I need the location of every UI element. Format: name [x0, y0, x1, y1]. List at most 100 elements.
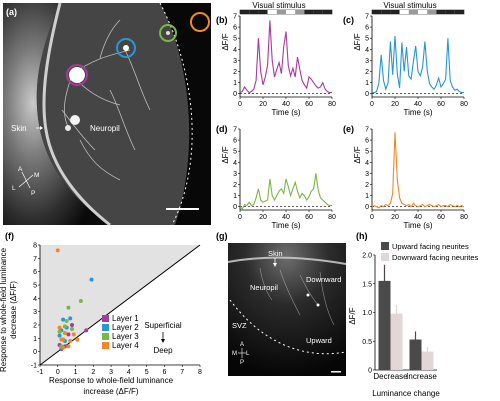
- stimulus-bar-segment: [408, 10, 418, 14]
- x-tick-label: 1: [74, 369, 78, 376]
- stimulus-bar-segment: [390, 10, 400, 14]
- trace-line: [239, 173, 332, 210]
- legend-label: Upward facing neurites: [392, 242, 469, 251]
- stimulus-bar-segment: [427, 10, 437, 14]
- roi-circle-layer-3: [159, 24, 177, 42]
- stimulus-bar-segment: [381, 10, 391, 14]
- stimulus-bar-segment: [295, 10, 305, 14]
- y-tick-label: 3: [233, 171, 237, 178]
- y-tick-label: 2: [233, 182, 237, 189]
- skin-arrow-head: [273, 263, 277, 267]
- panel-e-label: (e): [343, 124, 354, 134]
- skin-bright-edge: [227, 256, 347, 265]
- y-tick-label: 1.5: [362, 281, 372, 288]
- y-tick-label: 1: [365, 80, 369, 87]
- scatter-point: [61, 345, 66, 350]
- legend-swatch: [102, 315, 109, 322]
- y-tick-label: 5: [33, 283, 37, 290]
- x-axis-label: Luminance change: [372, 389, 440, 398]
- y-tick-label: 6: [365, 25, 369, 32]
- compass-m: M: [232, 351, 237, 357]
- x-tick-label: 40: [282, 214, 290, 221]
- svz-label: SVZ: [232, 321, 247, 330]
- x-tick-label: 40: [282, 101, 290, 108]
- x-axis-label-line-1: Response to whole-field luminance: [49, 376, 174, 385]
- x-tick-label: 4: [127, 369, 131, 376]
- y-axis-label: ΔF/F: [353, 146, 362, 163]
- trace-line: [372, 35, 464, 94]
- panel-h-label: (h): [356, 231, 368, 241]
- scatter-point: [57, 325, 62, 330]
- x-tick-label: 20: [391, 101, 399, 108]
- roi-circle-layer-4: [190, 12, 210, 32]
- y-tick-label: 1: [365, 193, 369, 200]
- y-tick-label: -1: [31, 363, 37, 370]
- scatter-point: [68, 316, 73, 321]
- neuropil-label: Neuropil: [250, 283, 278, 292]
- y-tick-label: 5: [365, 149, 369, 156]
- stimulus-bar-segment: [276, 10, 286, 14]
- x-tick-label: 60: [305, 214, 313, 221]
- x-tick-label: 80: [460, 214, 468, 221]
- y-tick-label: 1: [233, 80, 237, 87]
- y-axis-label: ΔF/F: [221, 33, 230, 50]
- y-tick-label: 3: [33, 309, 37, 316]
- panel-g: (g) Skin Downward Neuropil SVZ Upward A …: [216, 231, 347, 376]
- legend-label: Layer 1: [112, 314, 139, 323]
- y-tick-label: 7: [233, 14, 237, 21]
- x-tick-label: 0: [238, 214, 242, 221]
- skin-label: Skin: [268, 249, 283, 258]
- x-tick-label: Decrease: [373, 372, 408, 381]
- x-tick-label: 0: [238, 101, 242, 108]
- stimulus-bar-segment: [454, 10, 464, 14]
- y-axis-label-line-1: Response to whole-field luminance: [0, 247, 8, 372]
- x-axis-label: Time (s): [271, 221, 300, 230]
- upward-label: Upward: [306, 336, 332, 345]
- compass-a: A: [240, 342, 244, 348]
- y-axis-label: ΔF/F: [353, 33, 362, 50]
- y-tick-label: 5: [365, 36, 369, 43]
- panel-d: (d) ΔF/F 0 1 2 3 4 5 6 7 0 20 40 60 80 Time (s): [216, 124, 336, 230]
- stimulus-bar-segment: [322, 10, 332, 14]
- stimulus-bar-segment: [249, 10, 259, 14]
- x-tick-label: 40: [414, 101, 422, 108]
- stimulus-bar-segment: [313, 10, 323, 14]
- y-tick-label: 0: [365, 204, 369, 211]
- y-tick-label: 2.0: [362, 253, 372, 260]
- x-tick-label: 40: [414, 214, 422, 221]
- x-tick-label: 80: [460, 101, 468, 108]
- scatter-point: [61, 317, 66, 322]
- scatter-point: [59, 337, 64, 342]
- y-tick-label: 7: [365, 14, 369, 21]
- bar: [421, 351, 434, 370]
- y-tick-label: 6: [365, 138, 369, 145]
- boundary-dashed-line: [159, 2, 193, 226]
- panel-d-label: (d): [216, 124, 228, 134]
- neurites: [61, 19, 151, 181]
- y-tick-label: 1: [33, 336, 37, 343]
- x-tick-label: 0: [56, 369, 60, 376]
- x-tick-label: 80: [328, 214, 336, 221]
- stimulus-bar-segment: [240, 10, 250, 14]
- x-tick-label: 20: [259, 101, 267, 108]
- legend-label: Downward facing neurites: [392, 253, 479, 262]
- y-axis-label: ΔF/F: [348, 307, 357, 324]
- y-tick-label: 6: [233, 138, 237, 145]
- bar: [390, 313, 403, 370]
- x-axis-label: Time (s): [403, 108, 432, 117]
- bar: [378, 280, 391, 370]
- x-axis-label-line-2: increase (ΔF/F): [83, 387, 138, 396]
- legend-swatch: [102, 342, 109, 349]
- orientation-compass: [238, 348, 246, 358]
- y-tick-label: 0: [233, 204, 237, 211]
- y-axis-label: ΔF/F: [221, 146, 230, 163]
- y-tick-label: 0: [233, 91, 237, 98]
- legend-swatch: [102, 324, 109, 331]
- stimulus-label: Visual stimulus: [383, 1, 436, 10]
- y-tick-label: 1: [233, 193, 237, 200]
- stimulus-bar-segment: [372, 10, 382, 14]
- y-tick-label: 0.5: [362, 339, 372, 346]
- stimulus-bar-segment: [445, 10, 455, 14]
- x-tick-label: 60: [305, 101, 313, 108]
